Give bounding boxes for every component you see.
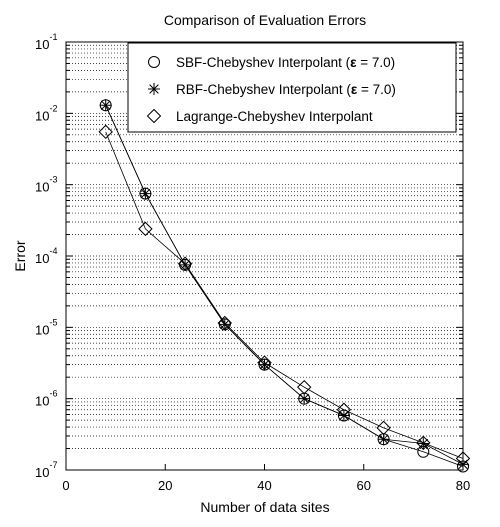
y-tick-label: 10-2 (35, 103, 57, 123)
data-point-diamond (416, 435, 431, 451)
data-point-asterisk (139, 187, 152, 200)
x-tick-labels: 0 20 40 60 80 (62, 478, 470, 493)
x-tick-label: 0 (62, 478, 69, 493)
legend-label: RBF-Chebyshev Interpolant (ε = 7.0) (176, 82, 396, 97)
legend: SBF-Chebyshev Interpolant (ε = 7.0) RBF-C… (127, 42, 457, 133)
series-layer (98, 99, 471, 473)
data-point-asterisk (377, 433, 390, 446)
legend-marker-circle (148, 56, 160, 68)
x-tick-label: 80 (456, 478, 470, 493)
legend-marker-diamond (146, 108, 162, 124)
data-point-diamond (217, 315, 233, 331)
legend-box (127, 42, 457, 133)
y-tick-label: 10-4 (35, 246, 57, 266)
data-point-asterisk (179, 258, 192, 271)
y-axis-label: Error (12, 240, 28, 271)
axes-box (65, 41, 464, 471)
data-point-diamond (336, 402, 352, 417)
data-point-diamond (177, 256, 193, 271)
y-tick-label: 10-1 (35, 32, 57, 52)
y-tick-label: 10-7 (35, 460, 57, 480)
y-tick-label: 10-5 (35, 317, 57, 337)
data-point-diamond (138, 221, 153, 237)
data-point-diamond (98, 124, 113, 140)
y-tick-labels: 10-7 10-6 10-5 10-4 10-3 10-2 10-1 (35, 32, 57, 480)
data-point-diamond (257, 355, 272, 370)
chart-title: Comparison of Evaluation Errors (164, 12, 366, 28)
y-tick-label: 10-6 (35, 389, 57, 409)
legend-label: SBF-Chebyshev Interpolant (ε = 7.0) (176, 55, 395, 70)
data-point-diamond (376, 420, 391, 436)
x-tick-label: 20 (158, 478, 172, 493)
data-point-asterisk (298, 392, 311, 405)
x-axis-label: Number of data sites (200, 499, 329, 515)
x-tick-label: 60 (357, 478, 371, 493)
series-line-asterisk (105, 105, 464, 465)
y-tick-label: 10-3 (35, 175, 57, 195)
series-line-diamond (105, 131, 464, 459)
data-point-asterisk (417, 437, 430, 450)
legend-label: Lagrange-Chebyshev Interpolant (176, 109, 373, 124)
data-point-diamond (296, 379, 312, 395)
x-tick-label: 40 (257, 478, 271, 493)
data-point-asterisk (99, 99, 112, 112)
legend-marker-asterisk (148, 83, 160, 95)
data-point-asterisk (258, 358, 271, 371)
data-point-asterisk (218, 318, 231, 331)
